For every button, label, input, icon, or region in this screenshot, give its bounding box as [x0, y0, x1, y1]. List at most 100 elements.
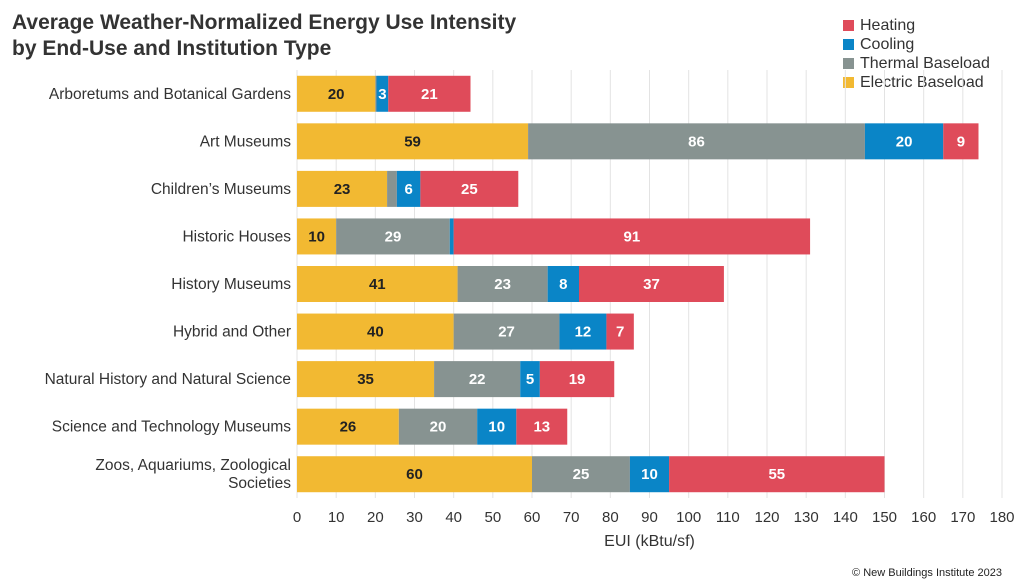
data-label: 22: [469, 371, 486, 388]
category-label: Historic Houses: [182, 228, 291, 245]
category-label: Hybrid and Other: [173, 324, 291, 341]
data-label: 86: [688, 133, 705, 150]
data-label: 35: [357, 371, 374, 388]
data-label: 59: [404, 133, 421, 150]
bar-segment: [297, 123, 529, 160]
data-label: 23: [494, 276, 511, 293]
bar-segment: [388, 75, 471, 112]
bar-segment: [864, 123, 944, 160]
data-label: 27: [498, 324, 515, 341]
data-label: 19: [569, 371, 586, 388]
bar-segment: [376, 75, 389, 112]
data-label: 8: [559, 276, 567, 293]
x-tick-label: 90: [641, 509, 658, 526]
data-label: 91: [624, 228, 641, 245]
legend-swatch: [843, 77, 854, 88]
category-label: Zoos, Aquariums, Zoological: [95, 457, 291, 474]
bar-segment: [453, 218, 811, 255]
data-label: 25: [461, 181, 478, 198]
data-label: 12: [575, 324, 592, 341]
x-axis-title: EUI (kBtu/sf): [604, 533, 695, 550]
data-label: 29: [385, 228, 402, 245]
x-tick-label: 140: [833, 509, 858, 526]
bar-segment: [434, 361, 521, 398]
legend-swatch: [843, 20, 854, 31]
legend-swatch: [843, 58, 854, 69]
data-label: 5: [526, 371, 534, 388]
legend-item: Electric Baseload: [843, 73, 990, 92]
bar-segment: [449, 218, 454, 255]
bar-segment: [297, 456, 532, 493]
chart-legend: Heating Cooling Thermal Baseload Electric B…: [843, 16, 990, 92]
bar-segment: [579, 266, 724, 302]
data-label: 13: [533, 419, 550, 436]
bar-segment: [528, 123, 865, 160]
bar-segment: [606, 313, 634, 350]
x-tick-label: 180: [989, 509, 1014, 526]
x-tick-label: 130: [794, 509, 819, 526]
bar-segment: [669, 456, 885, 493]
chart-title: Average Weather-Normalized Energy Use In…: [12, 10, 612, 62]
data-label: 7: [616, 324, 624, 341]
data-label: 20: [328, 86, 345, 103]
x-tick-label: 70: [563, 509, 580, 526]
data-label: 20: [896, 133, 913, 150]
data-label: 10: [308, 228, 325, 245]
x-tick-label: 30: [406, 509, 423, 526]
bar-segment: [539, 361, 615, 398]
x-tick-label: 150: [872, 509, 897, 526]
data-label: 10: [488, 419, 505, 436]
data-label: 40: [367, 324, 384, 341]
x-tick-label: 10: [328, 509, 345, 526]
x-tick-label: 20: [367, 509, 384, 526]
data-label: 26: [340, 419, 357, 436]
x-tick-label: 0: [293, 509, 301, 526]
bar-segment: [375, 75, 377, 112]
category-label: Science and Technology Museums: [52, 419, 291, 436]
x-tick-label: 60: [524, 509, 541, 526]
x-tick-label: 100: [676, 509, 701, 526]
x-tick-label: 50: [484, 509, 501, 526]
bar-segment: [297, 361, 435, 398]
data-label: 6: [404, 181, 412, 198]
data-label: 9: [957, 133, 965, 150]
bar-segment: [520, 361, 540, 398]
bar-segment: [477, 408, 517, 445]
legend-item: Heating: [843, 16, 990, 35]
copyright-credit: © New Buildings Institute 2023: [852, 567, 1002, 579]
category-label: Arboretums and Botanical Gardens: [49, 86, 291, 103]
bar-segment: [547, 266, 579, 302]
bar-segment: [396, 170, 421, 207]
data-label: 37: [643, 276, 660, 293]
bar-segment: [629, 456, 670, 493]
data-label: 20: [430, 419, 447, 436]
category-label: History Museums: [171, 276, 291, 293]
bar-segment: [420, 170, 519, 207]
data-label: 60: [406, 466, 423, 483]
bar-segment: [516, 408, 568, 445]
bar-segment: [297, 170, 388, 207]
bar-segment: [398, 408, 478, 445]
legend-item: Thermal Baseload: [843, 54, 990, 73]
x-tick-label: 80: [602, 509, 619, 526]
x-tick-label: 120: [754, 509, 779, 526]
data-label: 10: [641, 466, 658, 483]
category-label: Societies: [228, 475, 291, 492]
legend-label: Thermal Baseload: [860, 54, 990, 72]
bar-segment: [532, 456, 630, 493]
bar-segment: [336, 218, 450, 255]
category-label: Art Museums: [200, 133, 292, 150]
x-tick-label: 40: [445, 509, 462, 526]
legend-swatch: [843, 39, 854, 50]
bar-segment: [943, 123, 979, 160]
chart-title-line-2: by End-Use and Institution Type: [12, 37, 332, 60]
legend-label: Heating: [860, 16, 916, 34]
data-label: 41: [369, 276, 386, 293]
bar-segment: [297, 408, 399, 445]
data-label: 3: [378, 86, 386, 103]
legend-item: Cooling: [843, 35, 990, 54]
category-label: Natural History and Natural Science: [45, 371, 291, 388]
bar-segment: [387, 170, 397, 207]
data-label: 21: [421, 86, 438, 103]
